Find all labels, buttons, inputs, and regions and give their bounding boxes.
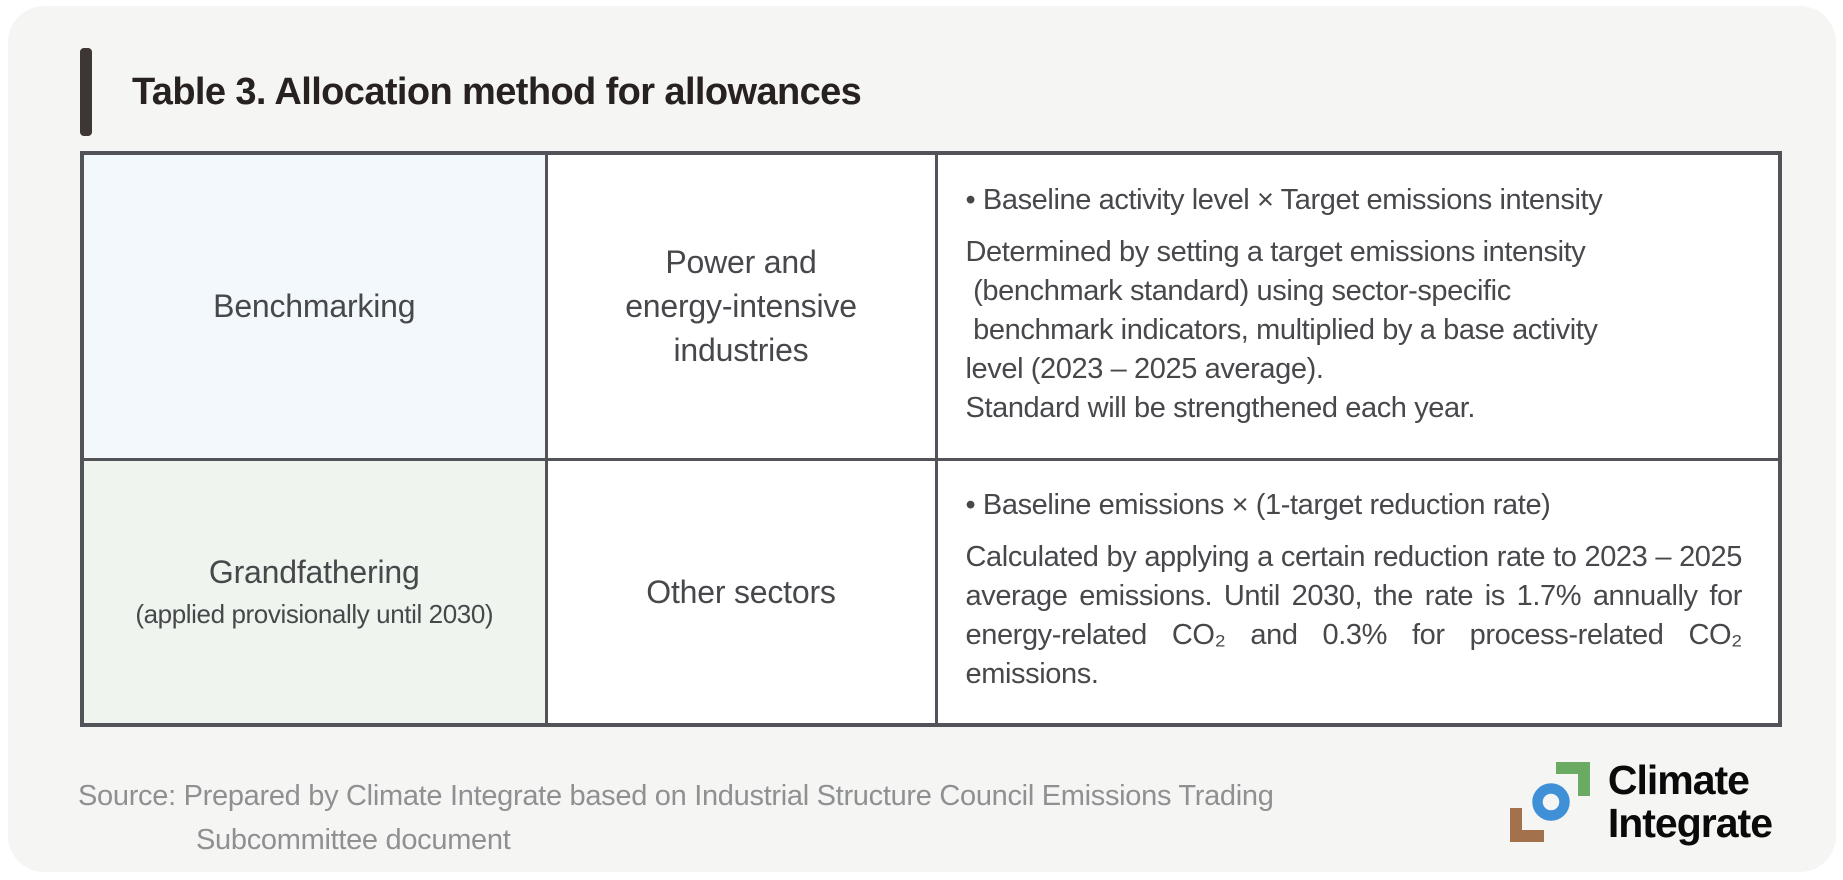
formula-bullet: • Baseline activity level × Target emiss… xyxy=(965,184,1603,217)
method-name: Grandfathering xyxy=(208,553,420,590)
climate-integrate-logo: Climate Integrate xyxy=(1508,757,1773,846)
table-row-grandfathering: Grandfathering (applied provisionally un… xyxy=(80,457,1782,727)
climate-integrate-logo-icon xyxy=(1509,762,1590,842)
source-line-2: Subcommittee document xyxy=(196,824,511,856)
title-accent-bar xyxy=(80,48,92,136)
logo-ring-blue xyxy=(1532,783,1570,821)
logo-word-integrate: Integrate xyxy=(1607,800,1773,846)
logo-corner-green xyxy=(1555,762,1590,796)
logo-wordmark: Climate Integrate xyxy=(1607,757,1773,846)
sector-text: Other sectors xyxy=(646,573,836,610)
allocation-table: Benchmarking Power and energy-intensive … xyxy=(80,151,1782,727)
formula-bullet: • Baseline emissions × (1-target reducti… xyxy=(965,489,1551,522)
method-cell-grandfathering: Grandfathering (applied provisionally un… xyxy=(80,457,548,727)
page-title: Table 3. Allocation method for allowance… xyxy=(132,70,862,113)
description-cell-grandfathering: • Baseline emissions × (1-target reducti… xyxy=(934,457,1782,727)
method-description: Calculated by applying a certain reducti… xyxy=(965,541,1743,691)
source-note: Source: Prepared by Climate Integrate ba… xyxy=(78,774,1274,862)
sector-cell-benchmarking: Power and energy-intensive industries xyxy=(544,151,938,461)
description-cell-benchmarking: • Baseline activity level × Target emiss… xyxy=(934,151,1782,461)
method-note: (applied provisionally until 2030) xyxy=(135,598,494,629)
table-row-benchmarking: Benchmarking Power and energy-intensive … xyxy=(80,151,1782,461)
source-line-1: Source: Prepared by Climate Integrate ba… xyxy=(78,780,1274,812)
method-cell-benchmarking: Benchmarking xyxy=(80,151,548,461)
logo-word-climate: Climate xyxy=(1607,757,1750,803)
logo-corner-brown xyxy=(1509,808,1544,842)
method-name: Benchmarking xyxy=(213,287,416,324)
title-row: Table 3. Allocation method for allowance… xyxy=(80,48,862,136)
sector-cell-grandfathering: Other sectors xyxy=(544,457,938,727)
sector-text: Power and energy-intensive industries xyxy=(625,244,857,369)
figure-card: Table 3. Allocation method for allowance… xyxy=(8,6,1836,872)
method-description: Determined by setting a target emissions… xyxy=(965,236,1598,425)
